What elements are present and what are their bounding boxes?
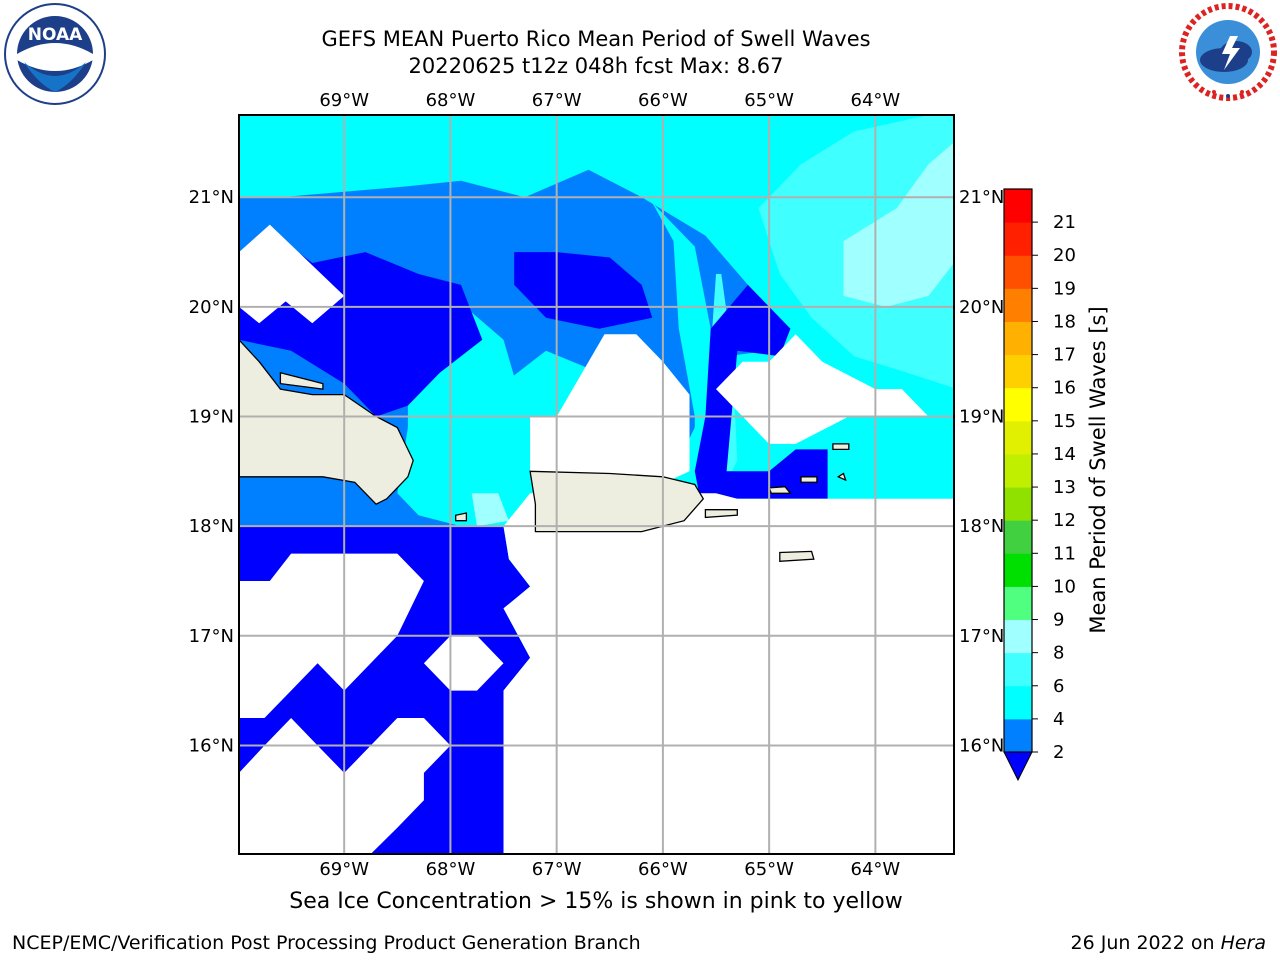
y-tick-label-right: 17°N <box>959 626 1004 647</box>
colorbar-segment <box>1004 387 1032 422</box>
colorbar-tick-label: 4 <box>1053 709 1064 730</box>
swell-band-8-9-north <box>843 142 954 307</box>
y-tick-label-left: 18°N <box>189 516 234 537</box>
colorbar-frame <box>1003 188 1033 753</box>
chart-title: GEFS MEAN Puerto Rico Mean Period of Swe… <box>321 27 871 51</box>
x-tick-label-bottom: 65°W <box>744 859 794 880</box>
colorbar-label: Mean Period of Swell Waves [s] <box>1086 306 1110 633</box>
colorbar-tick-label: 13 <box>1053 477 1076 498</box>
colorbar-tick-label: 11 <box>1053 543 1076 564</box>
footer-credit: NCEP/EMC/Verification Post Processing Pr… <box>12 932 641 954</box>
colorbar-extend-min <box>1003 751 1033 782</box>
footer-date: 26 Jun 2022 on Hera <box>1071 932 1266 954</box>
colorbar-tick-label: 14 <box>1053 444 1076 465</box>
colorbar-tick-label: 15 <box>1053 411 1076 432</box>
blank-southeast <box>503 493 954 854</box>
colorbar-tick-label: 8 <box>1053 643 1064 664</box>
x-tick-label-bottom: 66°W <box>638 859 688 880</box>
footer-machine: Hera <box>1220 932 1266 954</box>
land-st-thomas <box>768 486 792 494</box>
colorbar-tick-label: 9 <box>1053 610 1064 631</box>
y-tick-label-left: 19°N <box>189 407 234 428</box>
colorbar-segment <box>1004 288 1032 322</box>
x-tick-label-top: 66°W <box>638 90 688 111</box>
colorbar-segment <box>1004 520 1032 554</box>
blank-south-hole <box>423 635 504 691</box>
swell-band-4-6 <box>239 115 954 388</box>
colorbar-tick-label: 2 <box>1053 742 1064 763</box>
colorbar-segment <box>1004 487 1032 521</box>
noaa-logo-text: NOAA <box>28 25 83 45</box>
blank-east-pr <box>530 334 690 494</box>
colorbar-segment <box>1004 652 1032 687</box>
colorbar-tick-label: 18 <box>1053 311 1076 332</box>
colorbar-tick-label: 12 <box>1053 510 1076 531</box>
x-tick-label-top: 65°W <box>744 90 794 111</box>
colorbar-tick-label: 21 <box>1053 212 1076 233</box>
colorbar-segment <box>1004 189 1032 223</box>
map-chart: 69°W 69°W 68°W 68°W 67°W 67°W 66°W 66°W 65°W 65°W… <box>189 90 1110 880</box>
x-tick-label-top: 69°W <box>319 90 369 111</box>
colorbar-tick-label: 20 <box>1053 245 1076 266</box>
colorbar-segment <box>1004 718 1032 753</box>
swell-band-under2-n-pr <box>514 252 653 329</box>
y-tick-label-right: 16°N <box>959 735 1004 756</box>
land-tortola <box>800 476 818 483</box>
land-puerto-rico <box>529 470 705 533</box>
x-tick-label-top: 64°W <box>851 90 901 111</box>
land-hispaniola-samana <box>279 371 324 390</box>
colorbar-tick-label: 10 <box>1053 576 1076 597</box>
chart-subtitle: 20220625 t12z 048h fcst Max: 8.67 <box>408 54 784 78</box>
x-tick-label-top: 67°W <box>532 90 582 111</box>
blank-nw <box>239 224 345 324</box>
x-tick-label-bottom: 68°W <box>426 859 476 880</box>
land-hispaniola <box>239 338 414 505</box>
land-layer <box>239 338 850 562</box>
colorbar-tick-label: 16 <box>1053 378 1076 399</box>
colorbar-segment <box>1004 453 1032 488</box>
colorbar-segment <box>1004 222 1032 256</box>
noaa-logo: NOAA <box>2 2 108 110</box>
colorbar-segment <box>1004 619 1032 654</box>
swell-band-8-9-mona <box>471 493 509 527</box>
y-tick-label-right: 20°N <box>959 297 1004 318</box>
land-sombrero <box>836 472 847 482</box>
y-tick-label-left: 17°N <box>189 626 234 647</box>
colorbar-segment <box>1004 354 1032 389</box>
land-vieques <box>704 509 738 519</box>
nws-logo <box>1178 2 1278 106</box>
colorbar-segment <box>1004 321 1032 356</box>
colorbar-segment <box>1004 553 1032 587</box>
map-frame <box>238 114 955 855</box>
axis-ticks: 69°W 69°W 68°W 68°W 67°W 67°W 66°W 66°W 65°W 65°W… <box>189 90 1005 880</box>
y-tick-label-right: 18°N <box>959 516 1004 537</box>
y-tick-label-right: 19°N <box>959 407 1004 428</box>
swell-band-under2-vi <box>694 284 828 499</box>
footer-date-text: 26 Jun 2022 on <box>1070 932 1221 954</box>
colorbar-segment <box>1004 255 1032 289</box>
y-tick-label-left: 21°N <box>189 187 234 208</box>
land-st-croix <box>779 550 815 562</box>
x-tick-label-bottom: 64°W <box>851 859 901 880</box>
x-tick-label-top: 68°W <box>426 90 476 111</box>
colorbar-tick-label: 17 <box>1053 345 1076 366</box>
colorbar-segment <box>1004 685 1032 720</box>
x-tick-label-bottom: 69°W <box>319 859 369 880</box>
colorbar-tick-label: 6 <box>1053 676 1064 697</box>
colorbar-segment <box>1004 586 1032 621</box>
colorbar-tick-label: 19 <box>1053 278 1076 299</box>
graticule <box>239 115 954 854</box>
colorbar: 2 4 6 8 9 10 11 12 13 14 15 16 17 18 19 20 21 <box>1003 188 1076 782</box>
land-anegada <box>832 443 850 451</box>
colorbar-segment <box>1004 420 1032 455</box>
land-mona <box>455 512 468 522</box>
x-tick-label-bottom: 67°W <box>532 859 582 880</box>
sea-ice-note: Sea Ice Concentration > 15% is shown in … <box>289 889 903 914</box>
y-tick-label-left: 20°N <box>189 297 234 318</box>
y-tick-label-left: 16°N <box>189 735 234 756</box>
y-tick-label-right: 21°N <box>959 187 1004 208</box>
